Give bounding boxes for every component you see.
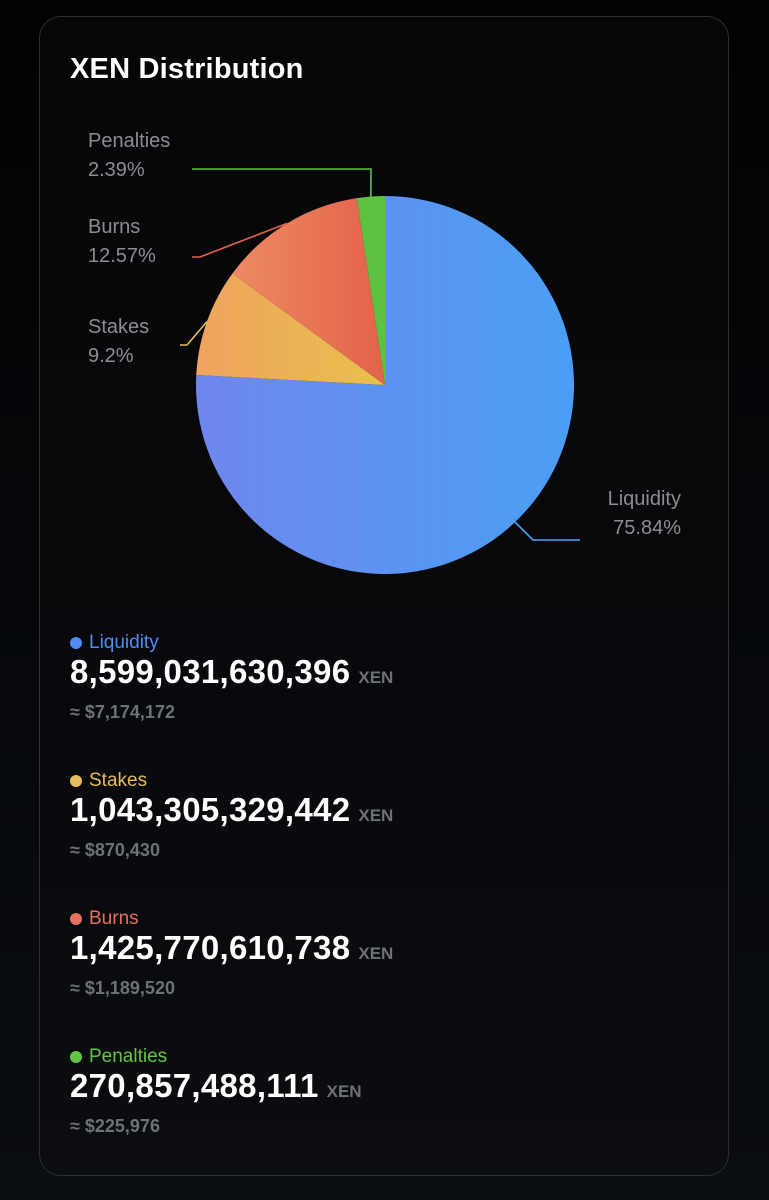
amount-row: 8,599,031,630,396 XEN <box>70 653 393 691</box>
legend-label: Stakes <box>89 770 148 791</box>
slice-label-stakes: Stakes <box>88 316 149 338</box>
slice-label-liquidity: Liquidity <box>608 488 681 510</box>
distribution-pie-chart: Liquidity 75.84% Stakes 9.2% Burns 12.57% Pena… <box>88 130 681 574</box>
leader-line-liquidity <box>514 521 580 541</box>
pie-slice-burns[interactable] <box>232 198 385 385</box>
token-amount: 1,043,305,329,442 <box>70 791 351 828</box>
usd-value: ≈ $1,189,520 <box>70 978 175 998</box>
token-unit: XEN <box>358 806 394 825</box>
legend-head: Liquidity <box>70 631 159 655</box>
usd-value: ≈ $225,976 <box>70 1116 160 1136</box>
legend-head: Penalties <box>70 1045 167 1069</box>
legend-head: Burns <box>70 907 139 931</box>
leader-line-burns <box>192 222 288 258</box>
token-amount: 270,857,488,111 <box>70 1067 319 1104</box>
legend-label: Penalties <box>89 1046 168 1067</box>
slice-percent-liquidity: 75.84% <box>613 517 681 539</box>
token-unit: XEN <box>326 1082 362 1101</box>
penalties-dot-icon <box>70 1051 82 1063</box>
slice-percent-penalties: 2.39% <box>88 159 145 181</box>
token-unit: XEN <box>358 668 394 687</box>
legend-item-liquidity: Liquidity 8,599,031,630,396 XEN ≈ $7,174,… <box>70 631 710 751</box>
burns-dot-icon <box>70 913 82 925</box>
legend-item-burns: Burns 1,425,770,610,738 XEN ≈ $1,189,520 <box>70 907 710 1027</box>
slice-label-penalties: Penalties <box>88 130 170 152</box>
pie-slice-stakes[interactable] <box>196 273 385 385</box>
stakes-dot-icon <box>70 775 82 787</box>
liquidity-dot-icon <box>70 637 82 649</box>
usd-value: ≈ $7,174,172 <box>70 702 175 722</box>
token-amount: 8,599,031,630,396 <box>70 653 351 690</box>
slice-percent-stakes: 9.2% <box>88 345 134 367</box>
amount-row: 1,043,305,329,442 XEN <box>70 791 393 829</box>
amount-row: 1,425,770,610,738 XEN <box>70 929 393 967</box>
usd-value: ≈ $870,430 <box>70 840 160 860</box>
token-unit: XEN <box>358 944 394 963</box>
slice-label-burns: Burns <box>88 216 140 238</box>
legend-item-stakes: Stakes 1,043,305,329,442 XEN ≈ $870,430 <box>70 769 710 889</box>
legend-label: Burns <box>89 908 139 929</box>
slice-percent-burns: 12.57% <box>88 245 156 267</box>
pie-slice-liquidity[interactable] <box>196 196 575 574</box>
token-amount: 1,425,770,610,738 <box>70 929 351 966</box>
card-title: XEN Distribution <box>70 53 304 85</box>
leader-line-stakes <box>180 321 208 346</box>
legend-head: Stakes <box>70 769 147 793</box>
pie-slice-penalties[interactable] <box>356 196 385 385</box>
leader-line-penalties <box>192 168 372 197</box>
distribution-card: XEN Distribution Liquidity 75.84% Stakes 9.… <box>39 16 729 1176</box>
legend-label: Liquidity <box>89 632 159 653</box>
legend-item-penalties: Penalties 270,857,488,111 XEN ≈ $225,976 <box>70 1045 710 1165</box>
amount-row: 270,857,488,111 XEN <box>70 1067 362 1105</box>
